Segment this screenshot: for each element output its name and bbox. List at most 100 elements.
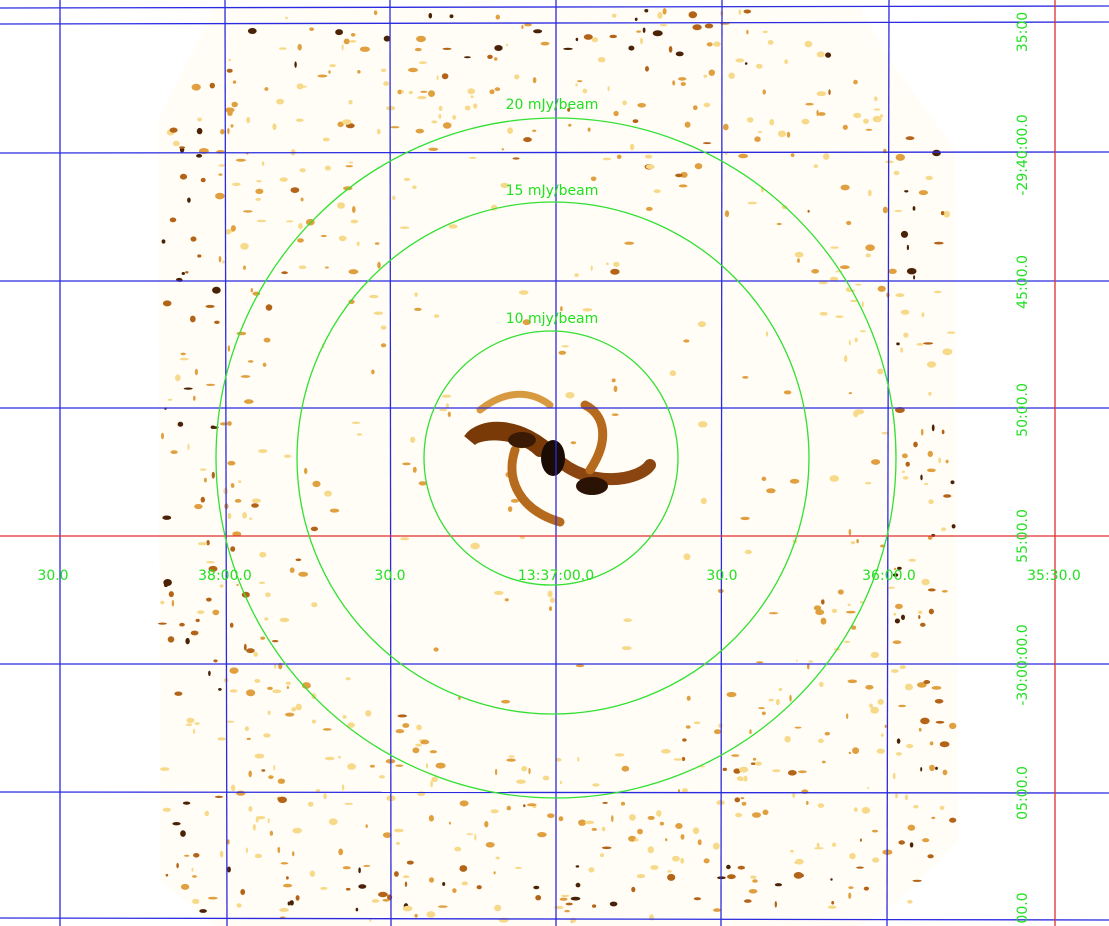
noise-speckle xyxy=(903,476,909,480)
noise-speckle xyxy=(227,69,233,73)
noise-speckle xyxy=(752,879,758,883)
noise-speckle xyxy=(169,591,174,597)
noise-speckle xyxy=(881,733,884,736)
noise-speckle xyxy=(909,559,916,562)
noise-speckle xyxy=(442,882,445,886)
noise-speckle xyxy=(683,339,689,342)
noise-speckle xyxy=(934,242,944,245)
noise-speckle xyxy=(848,886,853,889)
noise-speckle xyxy=(507,806,511,811)
noise-speckle xyxy=(709,70,715,76)
noise-speckle xyxy=(197,610,204,614)
noise-speckle xyxy=(949,723,956,729)
noise-speckle xyxy=(244,644,247,651)
noise-speckle xyxy=(769,119,774,125)
noise-speckle xyxy=(823,153,829,160)
noise-speckle xyxy=(192,868,194,872)
noise-speckle xyxy=(660,24,667,26)
noise-speckle xyxy=(462,881,469,885)
noise-speckle xyxy=(795,252,804,258)
noise-speckle xyxy=(744,10,752,14)
noise-speckle xyxy=(769,699,774,702)
noise-speckle xyxy=(163,300,172,306)
noise-speckle xyxy=(394,871,399,877)
noise-speckle xyxy=(723,768,727,771)
noise-speckle xyxy=(299,265,307,269)
noise-speckle xyxy=(942,430,945,435)
noise-speckle xyxy=(477,885,482,889)
noise-speckle xyxy=(352,422,361,424)
noise-speckle xyxy=(428,148,438,151)
noise-speckle xyxy=(263,363,267,367)
noise-speckle xyxy=(184,855,189,857)
noise-speckle xyxy=(210,83,215,89)
noise-speckle xyxy=(938,458,941,464)
noise-speckle xyxy=(822,761,826,764)
noise-speckle xyxy=(437,75,439,80)
noise-speckle xyxy=(185,271,188,273)
noise-speckle xyxy=(920,718,930,725)
noise-speckle xyxy=(262,161,265,166)
noise-speckle xyxy=(227,461,235,466)
noise-speckle xyxy=(808,210,810,213)
noise-speckle xyxy=(739,9,742,15)
noise-speckle xyxy=(821,618,827,625)
noise-speckle xyxy=(523,804,526,807)
noise-speckle xyxy=(494,591,504,595)
noise-speckle xyxy=(646,207,653,211)
noise-speckle xyxy=(263,733,270,737)
noise-speckle xyxy=(254,679,260,683)
noise-speckle xyxy=(316,789,320,792)
noise-speckle xyxy=(396,765,404,767)
noise-speckle xyxy=(592,904,596,907)
noise-speckle xyxy=(602,847,612,850)
noise-speckle xyxy=(923,342,933,344)
noise-speckle xyxy=(528,768,530,775)
noise-speckle xyxy=(672,80,675,85)
noise-speckle xyxy=(280,618,290,622)
noise-speckle xyxy=(591,266,593,271)
noise-speckle xyxy=(685,122,691,128)
noise-speckle xyxy=(412,185,416,189)
noise-speckle xyxy=(777,223,782,225)
noise-speckle xyxy=(768,40,774,45)
noise-speckle xyxy=(328,70,330,74)
noise-speckle xyxy=(814,164,819,168)
noise-speckle xyxy=(264,338,271,343)
noise-speckle xyxy=(181,353,186,356)
noise-speckle xyxy=(729,73,735,79)
noise-speckle xyxy=(856,867,864,869)
noise-speckle xyxy=(940,806,945,810)
noise-speckle xyxy=(920,767,922,771)
noise-speckle xyxy=(753,758,756,761)
noise-speckle xyxy=(692,24,701,30)
noise-speckle xyxy=(919,728,922,732)
noise-speckle xyxy=(259,582,265,584)
noise-speckle xyxy=(867,787,869,789)
noise-speckle xyxy=(349,162,353,164)
noise-speckle xyxy=(233,80,236,83)
noise-speckle xyxy=(409,91,413,94)
noise-speckle xyxy=(170,128,178,133)
noise-speckle xyxy=(802,119,810,125)
noise-speckle xyxy=(741,797,745,799)
noise-speckle xyxy=(272,640,279,642)
noise-speckle xyxy=(348,100,352,105)
noise-speckle xyxy=(420,91,427,93)
noise-speckle xyxy=(912,880,921,882)
noise-speckle xyxy=(346,165,353,167)
noise-speckle xyxy=(240,889,245,895)
noise-speckle xyxy=(784,736,790,743)
ra-label: 35:30.0 xyxy=(1027,568,1081,584)
noise-speckle xyxy=(434,647,439,651)
noise-speckle xyxy=(935,699,944,704)
noise-speckle xyxy=(613,111,618,116)
noise-speckle xyxy=(344,39,350,45)
noise-speckle xyxy=(321,235,327,237)
noise-speckle xyxy=(371,370,375,375)
noise-speckle xyxy=(193,729,195,734)
noise-speckle xyxy=(308,802,314,807)
noise-speckle xyxy=(439,409,447,412)
noise-speckle xyxy=(758,707,765,709)
noise-speckle xyxy=(574,273,579,277)
